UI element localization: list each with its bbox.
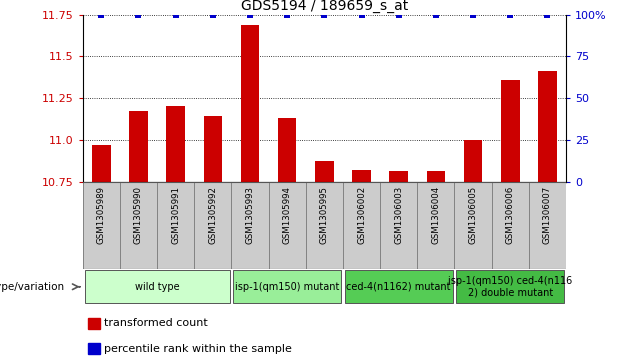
Bar (129, 111, 148, 182)
Point (134, 12, 144, 17)
Point (431, 12, 441, 17)
Text: isp-1(qm150) ced-4(n116
2) double mutant: isp-1(qm150) ced-4(n116 2) double mutant (448, 276, 572, 298)
Bar (233, 270, 341, 303)
Text: GSM1305994: GSM1305994 (282, 186, 292, 244)
Point (170, 12, 181, 17)
Bar (85, 270, 230, 303)
Point (468, 12, 478, 17)
Point (543, 12, 553, 17)
Point (208, 12, 218, 17)
Text: ced-4(n1162) mutant: ced-4(n1162) mutant (347, 282, 451, 292)
Bar (315, 160, 334, 182)
Text: wild type: wild type (135, 282, 179, 292)
Bar (538, 71, 556, 182)
Bar (501, 79, 520, 182)
Text: GSM1306006: GSM1306006 (506, 186, 515, 244)
Point (356, 12, 366, 17)
Bar (88, 318, 100, 329)
Point (282, 12, 293, 17)
Text: GSM1306007: GSM1306007 (543, 186, 552, 244)
Point (505, 12, 515, 17)
Text: GSM1306002: GSM1306002 (357, 186, 366, 244)
Text: GSM1305989: GSM1305989 (97, 186, 106, 244)
Text: GSM1305993: GSM1305993 (245, 186, 254, 244)
Bar (167, 106, 185, 182)
Text: GSM1305992: GSM1305992 (209, 186, 218, 244)
Text: genotype/variation: genotype/variation (0, 282, 64, 292)
Point (394, 12, 404, 17)
Text: GSM1305995: GSM1305995 (320, 186, 329, 244)
Bar (389, 171, 408, 182)
Text: GSM1305991: GSM1305991 (171, 186, 180, 244)
Bar (345, 270, 453, 303)
Bar (88, 343, 100, 354)
Bar (92, 145, 111, 182)
Point (319, 12, 329, 17)
Text: GSM1306004: GSM1306004 (431, 186, 440, 244)
Text: isp-1(qm150) mutant: isp-1(qm150) mutant (235, 282, 340, 292)
Bar (457, 270, 564, 303)
Text: GSM1306005: GSM1306005 (469, 186, 478, 244)
Point (245, 12, 255, 17)
Bar (240, 25, 259, 182)
Text: transformed count: transformed count (104, 318, 208, 328)
Text: percentile rank within the sample: percentile rank within the sample (104, 344, 293, 354)
Bar (464, 140, 482, 182)
Bar (352, 170, 371, 182)
Bar (204, 117, 222, 182)
Text: GSM1306003: GSM1306003 (394, 186, 403, 244)
Bar (427, 171, 445, 182)
Title: GDS5194 / 189659_s_at: GDS5194 / 189659_s_at (241, 0, 408, 13)
Point (96, 12, 106, 17)
Bar (278, 118, 296, 182)
Text: GSM1305990: GSM1305990 (134, 186, 143, 244)
